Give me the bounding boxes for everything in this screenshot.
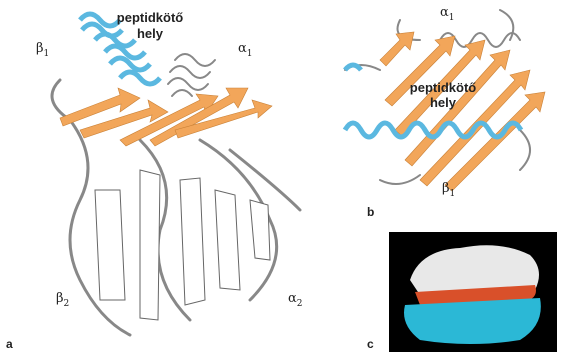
domain-label: α1 (238, 41, 253, 59)
domain-label: β1 (36, 41, 49, 59)
panel-letter: b (367, 205, 374, 219)
panel-b-structure (342, 9, 546, 192)
binding-site-label: peptidkötő hely (410, 80, 476, 110)
domain-label: β2 (56, 291, 69, 309)
panel-a-structure (50, 11, 302, 337)
domain-label: α1 (440, 5, 455, 23)
binding-site-label: peptidkötő hely (117, 10, 183, 41)
panel-letter: a (6, 337, 13, 351)
space-filling-model (389, 232, 557, 352)
domain-label: β1 (442, 181, 455, 199)
domain-label: α2 (288, 291, 303, 309)
panel-letter: c (367, 337, 374, 351)
